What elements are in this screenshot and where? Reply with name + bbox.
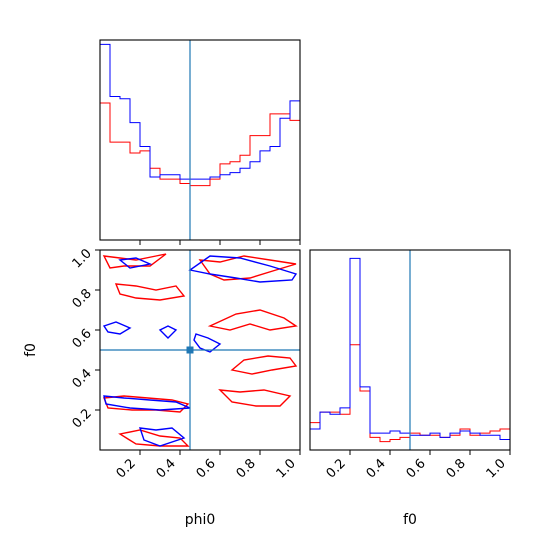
contour-blue-12: [193, 333, 222, 353]
contour-blue-9: [188, 255, 298, 283]
contour-red-3: [207, 309, 298, 331]
y-axis-label-f0: f0: [23, 343, 39, 357]
contour-red-6: [218, 389, 292, 407]
phi0-hist-series-blue: [100, 43, 300, 240]
joint-frame: [99, 249, 301, 451]
contour-blue-10: [102, 321, 132, 335]
phi0-frame: [99, 39, 301, 241]
contour-blue-8: [118, 257, 153, 269]
contour-blue-11: [158, 325, 178, 339]
x-axis-label-f0: f0: [403, 512, 417, 528]
phi0-hist-series-red: [100, 102, 300, 240]
contour-red-2: [198, 255, 297, 281]
f0-frame: [309, 249, 511, 451]
contour-red-7: [118, 429, 190, 447]
x-axis-label-phi0: phi0: [185, 512, 216, 528]
phi0-marginal-panel: [99, 39, 301, 245]
joint-truth-marker: [186, 346, 194, 354]
contour-red-1: [114, 283, 186, 301]
contour-blue-14: [138, 427, 186, 447]
contour-red-4: [230, 355, 298, 375]
